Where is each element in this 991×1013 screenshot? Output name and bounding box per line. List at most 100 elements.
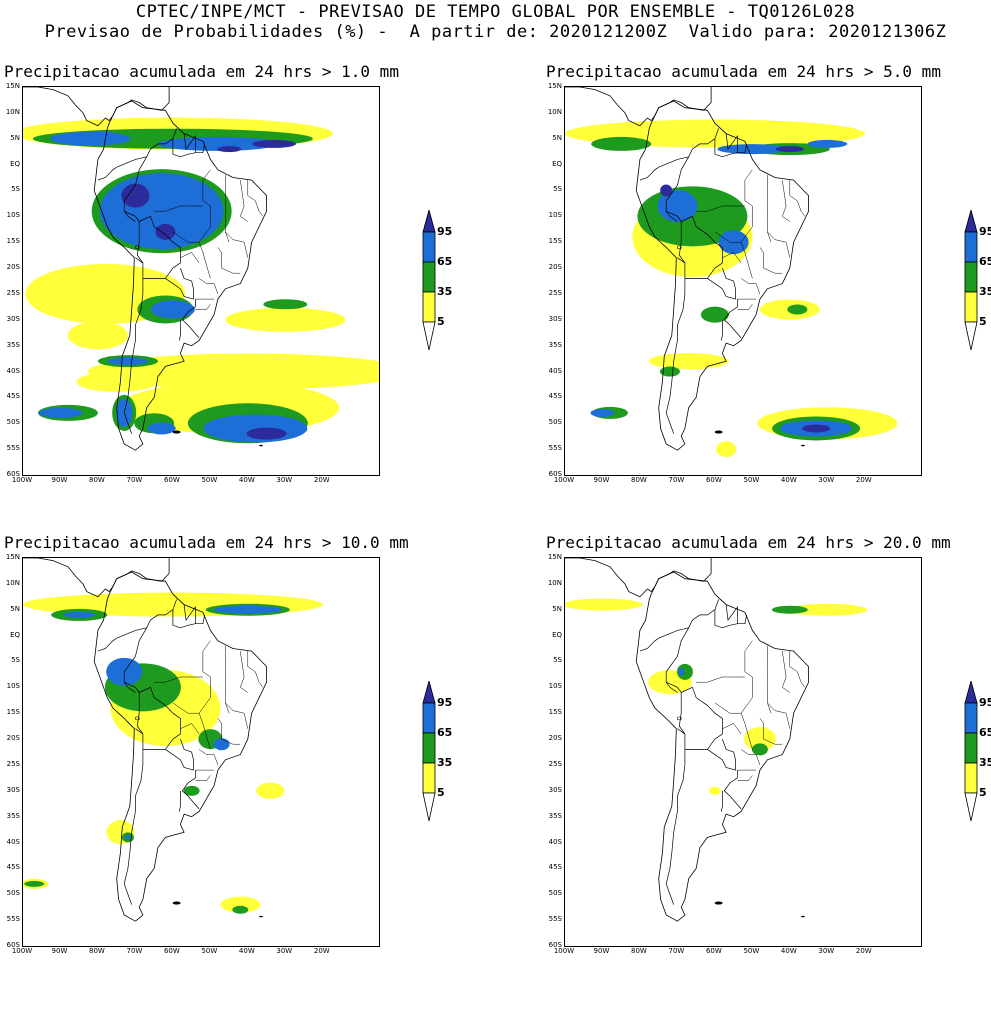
panel-title: Precipitacao acumulada em 24 hrs > 10.0 … [4, 533, 409, 552]
probability-field-35 [787, 304, 808, 315]
lake-titicaca [134, 716, 140, 721]
falkland-islands [172, 901, 181, 905]
latitude-label: 55S [548, 444, 562, 453]
legend-label: 5 [979, 315, 987, 328]
legend-label: 5 [979, 786, 987, 799]
legend-label: 35 [437, 756, 453, 769]
state-border [172, 231, 200, 243]
latitude-label: 5S [11, 185, 20, 194]
state-border [789, 651, 798, 673]
state-border [797, 200, 806, 217]
central-america-coastline [23, 87, 170, 127]
probability-field-95 [252, 139, 297, 148]
panel-5mm: Precipitacao acumulada em 24 hrs > 5.0 m… [546, 62, 991, 542]
panel-title: Precipitacao acumulada em 24 hrs > 1.0 m… [4, 62, 399, 81]
state-border [198, 640, 211, 750]
longitude-label: 80W [89, 947, 105, 955]
legend-swatch-below-5 [422, 321, 436, 351]
probability-field-65 [678, 667, 685, 676]
country-border [123, 278, 144, 434]
latitude-label: 25S [548, 759, 562, 768]
longitude-label: 60W [163, 947, 180, 955]
latitude-label: 30S [6, 785, 20, 794]
probability-field-5 [743, 727, 776, 752]
longitude-label: 100W [553, 947, 575, 955]
country-border [725, 133, 738, 153]
longitude-label: 50W [201, 947, 218, 955]
longitude-label: 80W [89, 476, 105, 484]
probability-field-35 [591, 136, 652, 151]
longitude-label: 80W [631, 947, 647, 955]
latitude-label: 15S [548, 237, 562, 246]
state-border [195, 775, 211, 781]
longitude-label: 70W [126, 947, 143, 955]
state-border [225, 702, 249, 729]
legend-swatch-35 [964, 732, 978, 764]
latitude-label: 45S [6, 392, 20, 401]
latitude-label: 55S [548, 915, 562, 924]
latitude-label: 5S [553, 656, 562, 665]
legend-colorbar [422, 208, 436, 351]
probability-field-65 [147, 422, 176, 435]
latitude-label: 5N [552, 133, 562, 142]
state-border [172, 702, 200, 714]
probability-field-35 [183, 785, 200, 796]
latitude-label: 45S [548, 863, 562, 872]
country-border [172, 609, 206, 629]
lake-titicaca [676, 245, 682, 250]
state-border [714, 231, 742, 243]
probability-field-65 [807, 139, 848, 148]
probability-field-5 [220, 896, 261, 913]
probability-field-5 [76, 371, 157, 392]
longitude-label: 50W [743, 476, 760, 484]
state-border [247, 180, 256, 202]
country-border [183, 133, 196, 153]
country-border [658, 599, 719, 639]
country-border [658, 128, 719, 168]
legend-label: 95 [979, 225, 991, 238]
country-border [714, 609, 748, 629]
legend-swatch-65 [422, 231, 436, 263]
central-america-coastline [565, 87, 712, 127]
country-border [181, 299, 200, 339]
country-border [123, 749, 144, 905]
country-border [123, 156, 148, 222]
probability-field-65 [38, 407, 83, 418]
state-border [225, 645, 230, 714]
state-border [781, 180, 790, 222]
longitude-label: 90W [593, 476, 610, 484]
longitude-label: 30W [818, 476, 835, 484]
probability-map [565, 87, 898, 458]
state-border [737, 775, 753, 781]
legend-swatch-95 [422, 208, 436, 233]
state-border [696, 676, 723, 683]
probability-map [565, 558, 868, 922]
state-border [767, 174, 772, 243]
legend-label: 95 [437, 696, 453, 709]
latitude-label: 30S [548, 785, 562, 794]
longitude-label: 60W [705, 476, 722, 484]
country-border [172, 138, 206, 158]
latitude-label: 50S [548, 418, 562, 427]
longitude-label: 40W [238, 947, 255, 955]
latitude-label: 50S [6, 889, 20, 898]
latitude-label: 10S [548, 682, 562, 691]
longitude-label: 30W [276, 947, 293, 955]
legend-label: 35 [979, 756, 991, 769]
legend-label: 35 [437, 285, 453, 298]
south-america-coastline [635, 571, 810, 922]
state-border [255, 671, 264, 688]
state-border [737, 304, 753, 310]
central-america-coastline [23, 558, 170, 598]
state-border [180, 252, 200, 264]
lake-titicaca [134, 245, 140, 250]
latitude-label: 10N [547, 107, 562, 116]
latitude-label: 55S [6, 444, 20, 453]
latitude-label: 15S [6, 708, 20, 717]
country-border [116, 128, 177, 168]
probability-field-5 [225, 307, 346, 332]
longitude-label: 90W [51, 476, 68, 484]
latitude-label: 5S [11, 656, 20, 665]
panel-20mm: Precipitacao acumulada em 24 hrs > 20.0 … [546, 533, 991, 1013]
legend-swatch-5 [422, 291, 436, 323]
